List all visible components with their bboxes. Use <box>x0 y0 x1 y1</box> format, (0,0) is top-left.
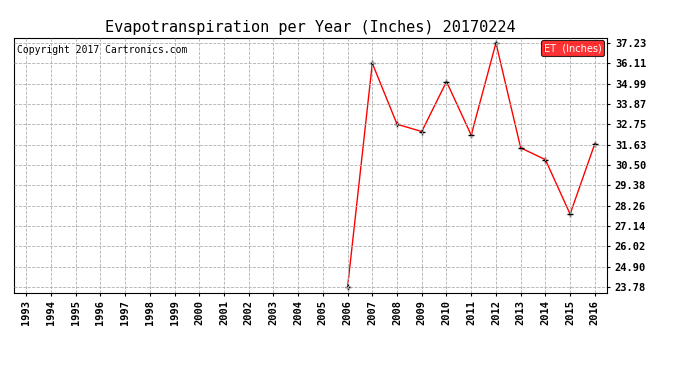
Title: Evapotranspiration per Year (Inches) 20170224: Evapotranspiration per Year (Inches) 201… <box>105 20 516 35</box>
Text: Copyright 2017 Cartronics.com: Copyright 2017 Cartronics.com <box>17 45 187 55</box>
Legend: ET  (Inches): ET (Inches) <box>541 40 604 56</box>
